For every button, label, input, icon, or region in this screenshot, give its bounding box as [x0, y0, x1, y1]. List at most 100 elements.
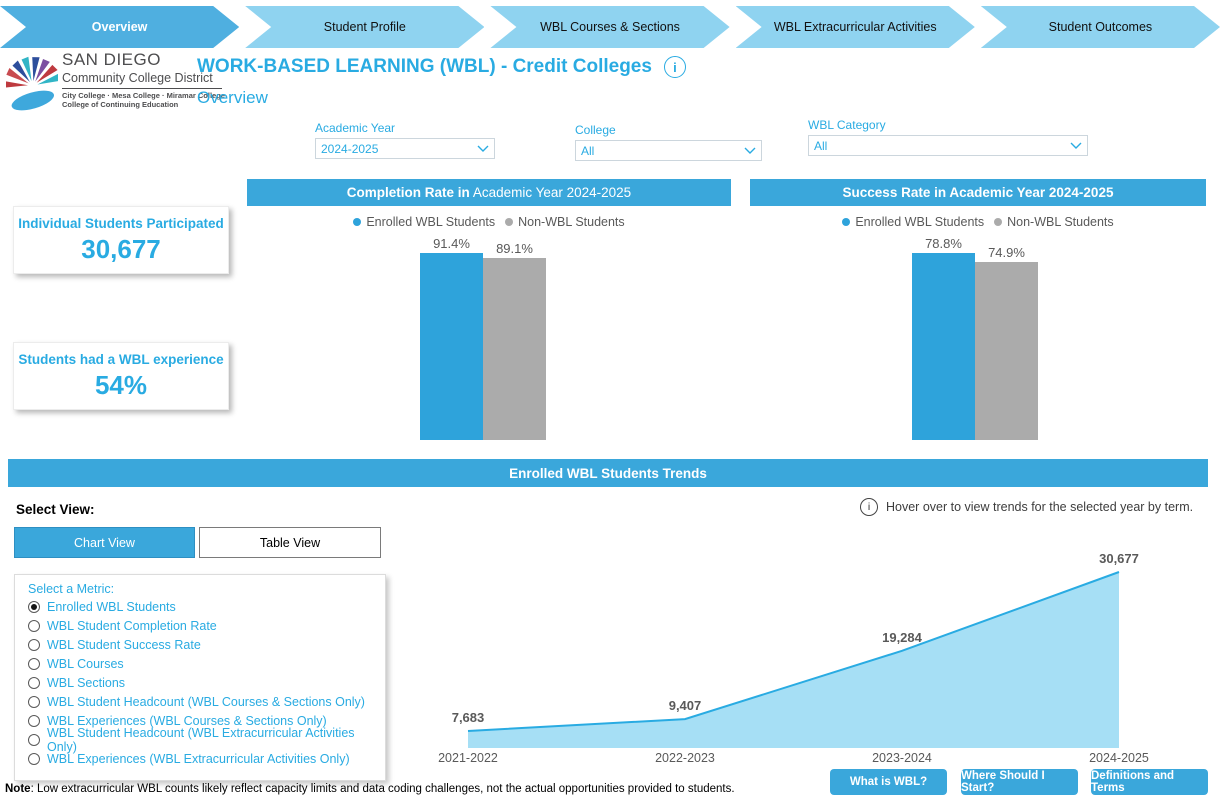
page-title-text: WORK-BASED LEARNING (WBL) - Credit Colle… — [197, 56, 652, 77]
wbl-category-filter: WBL Category All — [808, 118, 1088, 156]
trend-point-label: 9,407 — [668, 698, 702, 714]
metric-option[interactable]: WBL Student Headcount (WBL Courses & Sec… — [28, 692, 385, 711]
success-rate-banner: Success Rate in Academic Year 2024-2025 — [750, 179, 1206, 206]
banner-title-rest: Academic Year 2024-2025 — [469, 185, 632, 200]
legend-dot-blue-icon — [842, 218, 851, 226]
radio-button[interactable] — [28, 677, 40, 689]
logo-colleges-line2: College of Continuing Education — [62, 100, 179, 109]
trends-banner: Enrolled WBL Students Trends — [8, 459, 1208, 487]
hover-hint: i Hover over to view trends for the sele… — [860, 498, 1193, 516]
page-title: WORK-BASED LEARNING (WBL) - Credit Colle… — [197, 56, 686, 78]
bar-value-label: 78.8% — [925, 236, 962, 251]
hover-hint-text: Hover over to view trends for the select… — [886, 500, 1194, 514]
success-legend: Enrolled WBL Students Non-WBL Students — [750, 215, 1206, 229]
academic-year-dropdown[interactable]: 2024-2025 — [315, 138, 495, 159]
radio-button[interactable] — [28, 658, 40, 671]
radio-button[interactable] — [28, 752, 40, 765]
radio-button[interactable] — [28, 714, 40, 727]
academic-year-value: 2024-2025 — [321, 141, 379, 156]
footnote: Note: Low extracurricular WBL counts lik… — [5, 783, 735, 795]
legend-item-nonwbl: Non-WBL Students — [505, 215, 625, 229]
college-value: All — [581, 143, 595, 158]
footnote-bold: Note — [5, 783, 31, 795]
bar-enrolled-wbl-students[interactable]: 91.4% — [420, 236, 483, 440]
footnote-text: : Low extracurricular WBL counts likely … — [30, 783, 735, 795]
college-filter: College All — [575, 123, 762, 161]
kpi-wbl-experience-pct: Students had a WBL experience 54% — [13, 342, 229, 410]
chevron-down-icon — [1070, 142, 1082, 149]
select-view-label: Select View: — [16, 502, 95, 517]
legend-dot-blue-icon — [353, 218, 362, 226]
tab-overview[interactable]: Overview — [0, 6, 239, 48]
academic-year-label: Academic Year — [315, 121, 396, 135]
bar-non-wbl-students[interactable]: 74.9% — [975, 245, 1038, 440]
bar-value-label: 74.9% — [988, 245, 1025, 260]
metric-option[interactable]: WBL Courses — [28, 655, 385, 674]
chevron-down-icon — [477, 145, 489, 152]
bar-value-label: 91.4% — [433, 236, 470, 251]
trend-line — [467, 571, 1120, 732]
tab-student-profile[interactable]: Student Profile — [245, 6, 484, 48]
legend-dot-gray-icon — [505, 218, 514, 226]
radio-button[interactable] — [28, 620, 40, 633]
tab-wbl-courses-sections[interactable]: WBL Courses & Sections — [490, 6, 729, 48]
legend-item-enrolled: Enrolled WBL Students — [353, 215, 495, 229]
top-navigation: Overview Student Profile WBL Courses & S… — [0, 6, 1220, 48]
completion-rate-banner: Completion Rate in Academic Year 2024-20… — [247, 179, 731, 206]
where-should-i-start-button[interactable]: Where Should I Start? — [961, 769, 1078, 795]
kpi-label: Individual Students Participated — [18, 215, 224, 231]
metric-option[interactable]: WBL Student Success Rate — [28, 636, 385, 655]
trend-x-axis-label: 2024-2025 — [1089, 751, 1149, 765]
completion-legend: Enrolled WBL Students Non-WBL Students — [247, 215, 731, 229]
metric-option[interactable]: WBL Student Headcount (WBL Extracurricul… — [28, 726, 385, 754]
chart-view-button[interactable]: Chart View — [14, 527, 195, 558]
logo-org-subname: Community College District — [62, 71, 213, 85]
metric-selector-title: Select a Metric: — [28, 582, 115, 596]
trend-area-chart[interactable] — [430, 550, 1130, 749]
definitions-and-terms-button[interactable]: Definitions and Terms — [1091, 769, 1208, 795]
legend-dot-gray-icon — [994, 218, 1003, 226]
bar-value-label: 89.1% — [496, 241, 533, 256]
kpi-label: Students had a WBL experience — [18, 351, 224, 367]
metric-option[interactable]: WBL Experiences (WBL Courses & Sections … — [28, 711, 385, 730]
bar-non-wbl-students[interactable]: 89.1% — [483, 241, 546, 440]
info-icon[interactable]: i — [663, 56, 686, 78]
metric-option[interactable]: WBL Student Completion Rate — [28, 617, 385, 636]
college-dropdown[interactable]: All — [575, 140, 762, 161]
legend-item-nonwbl: Non-WBL Students — [994, 215, 1114, 229]
college-label: College — [575, 123, 616, 137]
trend-point-label: 30,677 — [1099, 551, 1139, 566]
info-icon[interactable]: i — [860, 498, 878, 516]
what-is-wbl-button[interactable]: What is WBL? — [830, 769, 947, 795]
radio-button[interactable] — [28, 733, 40, 746]
logo-divider — [62, 88, 222, 89]
completion-rate-bars: 91.4% 89.1% — [420, 236, 546, 440]
logo-org-name: SAN DIEGO — [62, 50, 161, 69]
table-view-button[interactable]: Table View — [199, 527, 381, 558]
metric-option[interactable]: WBL Experiences (WBL Extracurricular Act… — [28, 749, 385, 768]
metric-option[interactable]: Enrolled WBL Students — [28, 598, 385, 617]
metric-selector-panel: Select a Metric: Enrolled WBL Students W… — [14, 574, 386, 781]
wbl-category-dropdown[interactable]: All — [808, 135, 1088, 156]
tab-student-outcomes[interactable]: Student Outcomes — [981, 6, 1220, 48]
trend-x-axis-label: 2021-2022 — [438, 751, 498, 765]
academic-year-filter: Academic Year 2024-2025 — [315, 121, 495, 159]
tab-wbl-extracurricular-activities[interactable]: WBL Extracurricular Activities — [736, 6, 975, 48]
chevron-down-icon — [744, 147, 756, 154]
bar-enrolled-wbl-students[interactable]: 78.8% — [912, 236, 975, 440]
page-subtitle: Overview — [197, 88, 268, 107]
radio-button[interactable] — [28, 601, 40, 614]
trend-area-fill — [468, 572, 1119, 748]
trend-point-label: 7,683 — [451, 710, 485, 725]
banner-title-bold: Success Rate in Academic Year 2024-2025 — [842, 185, 1114, 200]
radio-button[interactable] — [28, 639, 40, 652]
kpi-individual-students: Individual Students Participated 30,677 — [13, 206, 229, 274]
logo-fan-icon — [6, 56, 58, 111]
banner-title-bold: Completion Rate in — [346, 185, 470, 200]
wbl-category-value: All — [814, 138, 828, 153]
metric-option[interactable]: WBL Sections — [28, 674, 385, 693]
trend-x-axis-label: 2023-2024 — [872, 751, 932, 765]
legend-item-enrolled: Enrolled WBL Students — [842, 215, 984, 229]
radio-button[interactable] — [28, 695, 40, 708]
